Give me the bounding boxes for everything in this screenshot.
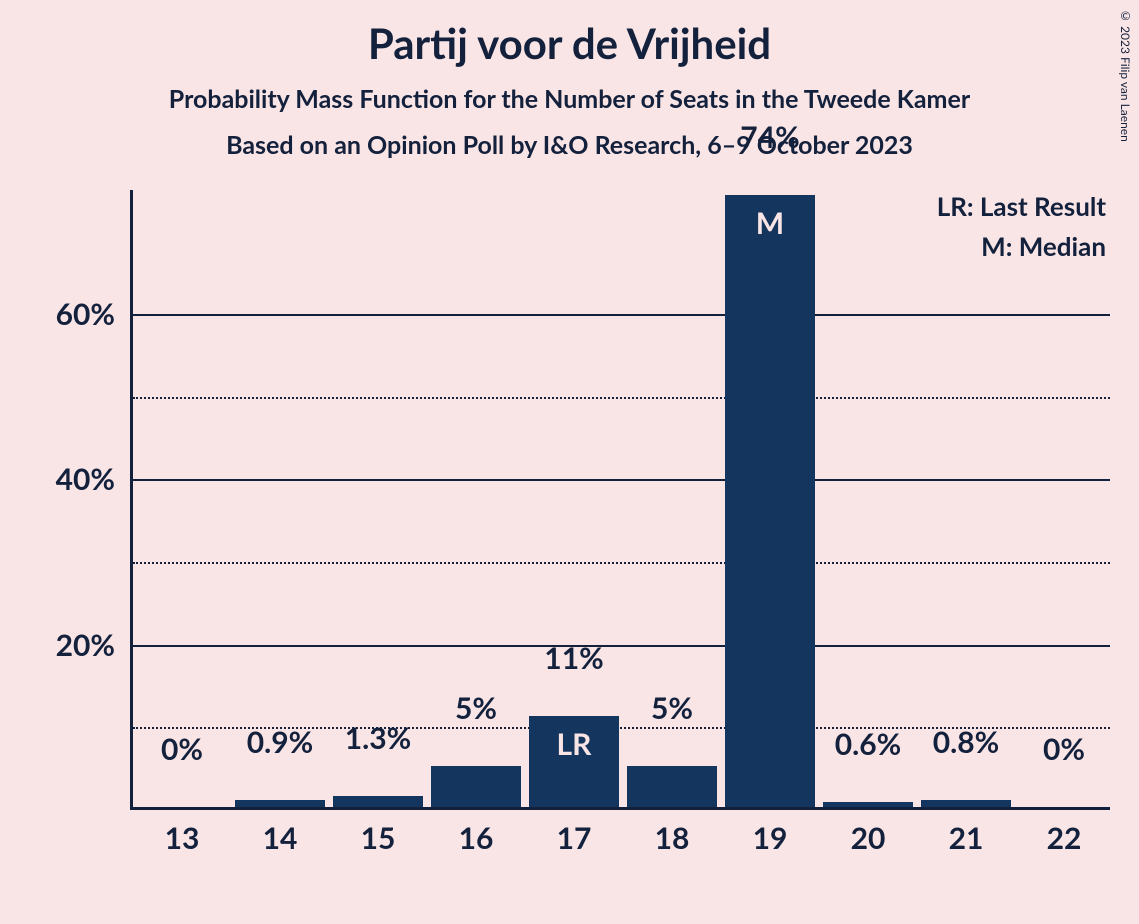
x-tick-label: 18 xyxy=(655,820,690,856)
chart-subtitle-1: Probability Mass Function for the Number… xyxy=(0,84,1139,114)
bar-value-label: 0.8% xyxy=(933,724,1000,760)
bar xyxy=(431,766,521,807)
y-tick-label: 60% xyxy=(35,296,115,332)
copyright-text: © 2023 Filip van Laenen xyxy=(1118,8,1133,142)
bar xyxy=(333,796,423,807)
chart-area: LR: Last Result M: Median 20%40%60%0%130… xyxy=(40,190,1110,890)
bar xyxy=(921,800,1011,807)
x-tick-label: 19 xyxy=(753,820,788,856)
bar xyxy=(823,802,913,807)
grid-major xyxy=(133,314,1110,316)
y-tick-label: 40% xyxy=(35,461,115,497)
bar-value-label: 5% xyxy=(455,690,497,726)
bar xyxy=(235,800,325,807)
x-tick-label: 13 xyxy=(165,820,200,856)
legend-m: M: Median xyxy=(937,226,1106,266)
x-tick-label: 21 xyxy=(949,820,984,856)
x-tick-label: 17 xyxy=(557,820,592,856)
bar-value-label: 0% xyxy=(1043,731,1085,767)
chart-subtitle-2: Based on an Opinion Poll by I&O Research… xyxy=(0,130,1139,160)
x-tick-label: 22 xyxy=(1047,820,1082,856)
grid-minor xyxy=(133,397,1110,399)
plot-area: LR: Last Result M: Median 20%40%60%0%130… xyxy=(130,190,1110,810)
bar xyxy=(627,766,717,807)
legend: LR: Last Result M: Median xyxy=(937,186,1106,267)
x-tick-label: 14 xyxy=(263,820,298,856)
x-tick-label: 16 xyxy=(459,820,494,856)
bar-value-label: 11% xyxy=(544,640,603,676)
x-tick-label: 15 xyxy=(361,820,396,856)
chart-title: Partij voor de Vrijheid xyxy=(0,0,1139,68)
bar-value-label: 0% xyxy=(161,731,203,767)
bar-value-label: 74% xyxy=(740,119,799,155)
bar-value-label: 1.3% xyxy=(345,720,412,756)
bar-value-label: 5% xyxy=(651,690,693,726)
grid-major xyxy=(133,645,1110,647)
y-tick-label: 20% xyxy=(35,627,115,663)
bar-value-label: 0.9% xyxy=(247,724,314,760)
x-tick-label: 20 xyxy=(851,820,886,856)
bar-marker-median: M xyxy=(756,205,784,241)
bar-marker-lr: LR xyxy=(557,726,592,762)
grid-major xyxy=(133,479,1110,481)
legend-lr: LR: Last Result xyxy=(937,186,1106,226)
grid-minor xyxy=(133,562,1110,564)
bar-value-label: 0.6% xyxy=(835,726,902,762)
bar: LR xyxy=(529,716,619,807)
bar: M xyxy=(725,195,815,807)
